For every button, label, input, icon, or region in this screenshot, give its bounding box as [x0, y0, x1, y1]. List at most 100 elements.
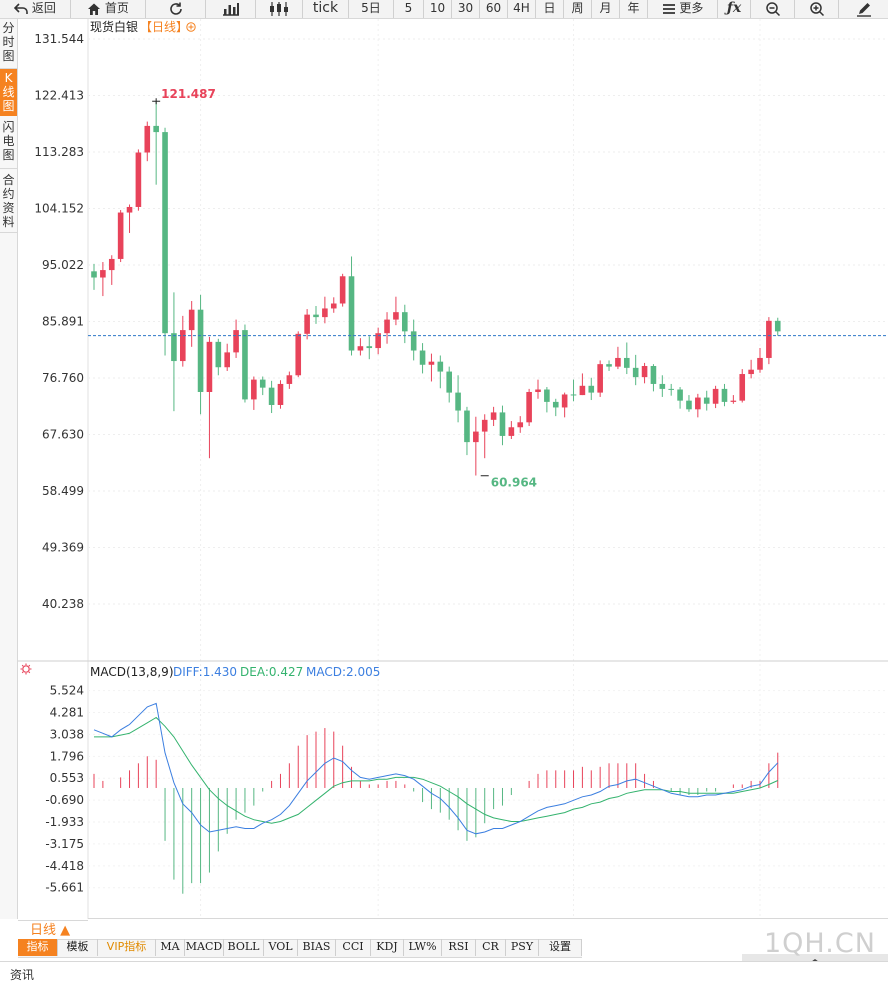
- candle-body: [393, 312, 399, 320]
- period-4h-button[interactable]: 4H: [507, 0, 535, 18]
- candle-body: [695, 397, 701, 410]
- tab-contract-char-2: 约: [2, 187, 15, 201]
- period-year-button[interactable]: 年: [619, 0, 647, 18]
- tab-kline[interactable]: K 线 图: [0, 69, 17, 116]
- tab-vol[interactable]: VOL: [264, 939, 298, 956]
- tab-intraday-char-1: 分: [2, 21, 15, 35]
- candle-body: [552, 401, 559, 408]
- candle: [366, 336, 373, 360]
- zoom-out-button[interactable]: [750, 0, 794, 18]
- candle: [295, 331, 302, 378]
- candle: [251, 376, 257, 410]
- price-tick-label: 131.544: [34, 32, 84, 46]
- candle-body: [677, 389, 683, 401]
- candle: [437, 355, 444, 389]
- draw-button[interactable]: [838, 0, 888, 18]
- candle: [748, 359, 754, 379]
- period-day-button[interactable]: 日: [535, 0, 563, 18]
- candle: [108, 255, 115, 285]
- candle-body: [91, 271, 97, 278]
- tab-settings[interactable]: 设置: [539, 939, 582, 956]
- tab-boll[interactable]: BOLL: [224, 939, 264, 956]
- tab-cr[interactable]: CR: [476, 939, 506, 956]
- diff-line: [93, 702, 779, 835]
- more-button[interactable]: 更多: [647, 0, 717, 18]
- tab-lw[interactable]: LW%: [404, 939, 442, 956]
- candle: [91, 263, 97, 290]
- price-tick-label: 49.369: [42, 540, 84, 554]
- candle: [455, 375, 461, 423]
- macd-settings-icon[interactable]: [20, 663, 32, 675]
- candle: [384, 312, 390, 344]
- period-selector[interactable]: 日线 ▲: [18, 920, 88, 939]
- back-button[interactable]: 返回: [0, 0, 70, 18]
- candle: [410, 319, 417, 361]
- candle-body: [455, 392, 461, 411]
- candle-body: [588, 385, 595, 393]
- tab-flash[interactable]: 闪 电 图: [0, 118, 17, 169]
- candle: [624, 342, 630, 375]
- bar-chart-button[interactable]: [205, 0, 255, 18]
- candle: [180, 315, 186, 367]
- candlestick-button[interactable]: [255, 0, 302, 18]
- zoom-out-icon: [765, 1, 780, 16]
- tab-psy[interactable]: PSY: [506, 939, 539, 956]
- macd-title: MACD(13,8,9): [90, 665, 174, 679]
- tab-indicators[interactable]: 指标: [18, 939, 58, 956]
- period-10min-button[interactable]: 10: [423, 0, 451, 18]
- candle-body: [304, 314, 310, 334]
- tab-cci[interactable]: CCI: [336, 939, 371, 956]
- candle: [597, 360, 603, 397]
- period-5min-button[interactable]: 5: [393, 0, 423, 18]
- candle-body: [366, 346, 373, 349]
- candle-body: [428, 361, 435, 365]
- macd-y-axis: 5.524 4.281 3.038 1.796 0.553 -0.690 -1.933 -3.…: [45, 684, 84, 895]
- home-button[interactable]: 首页: [70, 0, 145, 18]
- candle: [730, 395, 737, 404]
- candle-body: [517, 422, 524, 428]
- candle-body: [774, 320, 781, 332]
- tab-rsi[interactable]: RSI: [442, 939, 476, 956]
- tab-templates[interactable]: 模板: [58, 939, 98, 956]
- candle-body: [233, 330, 239, 353]
- candle: [135, 149, 142, 211]
- add-indicator-icon[interactable]: [186, 22, 196, 32]
- tab-bias[interactable]: BIAS: [298, 939, 336, 956]
- candle-body: [126, 206, 133, 213]
- tab-contract-info[interactable]: 合 约 资 料: [0, 171, 17, 233]
- candle-body: [180, 330, 186, 362]
- candle-body: [295, 333, 302, 376]
- news-link[interactable]: 资讯: [10, 968, 35, 982]
- refresh-icon: [169, 2, 182, 15]
- period-5day-button[interactable]: 5日: [348, 0, 393, 18]
- formula-button[interactable]: ƒx: [717, 0, 750, 18]
- period-30min-button[interactable]: 30: [451, 0, 479, 18]
- candle-body: [313, 314, 319, 318]
- candle: [224, 343, 230, 371]
- tab-macd[interactable]: MACD: [185, 939, 224, 956]
- macd-diff-value: DIFF:1.430: [173, 665, 237, 679]
- tab-ma[interactable]: MA: [156, 939, 185, 956]
- candle: [171, 292, 177, 412]
- period-month-button[interactable]: 月: [591, 0, 619, 18]
- price-tick-label: 85.891: [42, 315, 84, 329]
- tab-vip-indicators[interactable]: VIP指标: [98, 939, 156, 956]
- period-60min-button[interactable]: 60: [479, 0, 507, 18]
- candle-body: [650, 365, 657, 384]
- refresh-button[interactable]: [145, 0, 205, 18]
- price-y-axis: 131.544 122.413 113.283 104.152 95.022 85.891…: [34, 32, 84, 611]
- tab-kdj[interactable]: KDJ: [371, 939, 404, 956]
- candle-body: [570, 394, 577, 396]
- candle-body: [144, 125, 151, 153]
- tab-intraday[interactable]: 分 时 图: [0, 19, 17, 69]
- period-week-button[interactable]: 周: [563, 0, 591, 18]
- candle: [126, 204, 133, 233]
- candle-body: [730, 400, 737, 402]
- tab-flash-char-1: 闪: [2, 120, 15, 134]
- tick-button[interactable]: tick: [302, 0, 348, 18]
- candle: [393, 296, 399, 326]
- zoom-in-button[interactable]: [794, 0, 838, 18]
- chart-area[interactable]: 131.544 122.413 113.283 104.152 95.022 85.891…: [18, 19, 888, 919]
- candle: [615, 346, 621, 370]
- candle-body: [419, 350, 426, 365]
